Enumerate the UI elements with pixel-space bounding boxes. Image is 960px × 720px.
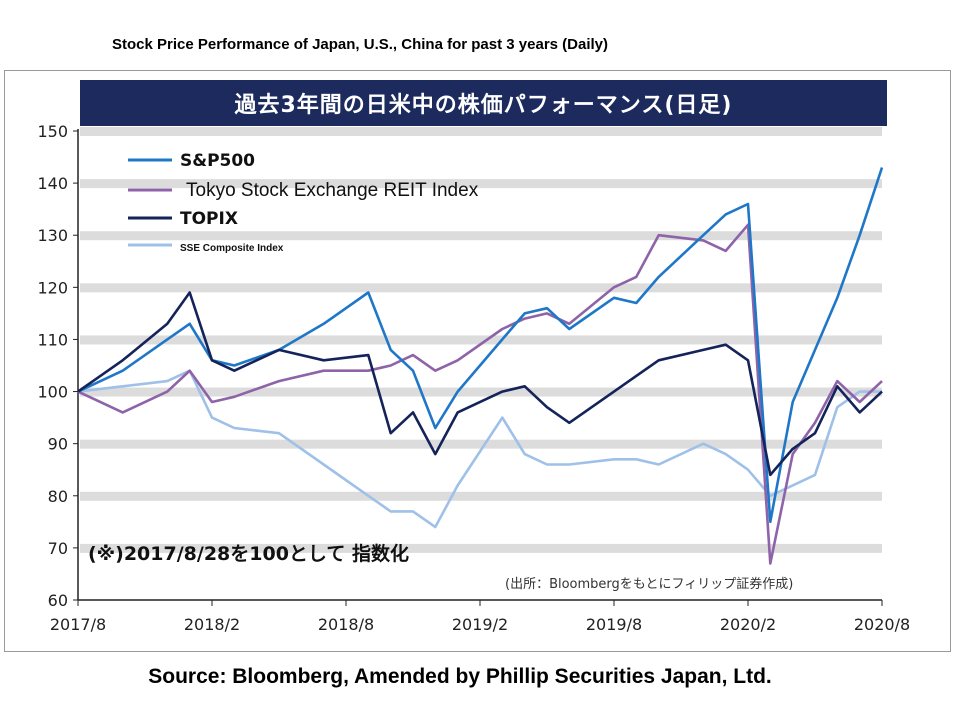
y-tick-label: 150	[37, 122, 68, 141]
chart-frame	[4, 70, 951, 652]
grid-bands	[80, 127, 882, 553]
x-tick-label: 2020/8	[854, 615, 910, 634]
page-title: Stock Price Performance of Japan, U.S., …	[112, 36, 609, 53]
y-tick-label: 130	[37, 226, 68, 245]
y-tick-label: 70	[48, 539, 68, 558]
y-tick-label: 120	[37, 278, 68, 297]
x-tick-labels: 2017/8 2018/2 2018/8 2019/2 2019/8 2020/2 2020…	[50, 600, 910, 634]
source-caption: Source: Bloomberg, Amended by Phillip Se…	[148, 665, 772, 688]
series-line-0	[77, 167, 884, 524]
x-tick-label: 2020/2	[720, 615, 776, 634]
x-tick-label: 2018/2	[184, 615, 240, 634]
index-note: (※)2017/8/28を100として 指数化	[88, 542, 409, 565]
series-line-2	[77, 291, 883, 477]
grid-band	[80, 127, 882, 136]
y-tick-labels: 60 70 80 90 100 110 120 130 140 150	[37, 122, 78, 610]
legend-label: TOPIX	[180, 209, 238, 229]
grid-band	[80, 543, 882, 553]
y-tick-label: 60	[48, 591, 68, 610]
chart-title-banner: 過去3年間の日米中の株価パフォーマンス(日足)	[80, 80, 887, 126]
legend: S&P500 Tokyo Stock Exchange REIT Index TOP…	[128, 151, 479, 254]
grid-band	[80, 231, 882, 241]
grid-band	[80, 491, 882, 501]
grid-band	[80, 335, 882, 345]
legend-label: S&P500	[180, 151, 255, 171]
x-tick-label: 2019/2	[452, 615, 508, 634]
y-tick-label: 80	[48, 487, 68, 506]
grid-band	[80, 387, 882, 397]
x-tick-label: 2019/8	[586, 615, 642, 634]
y-tick-label: 110	[37, 330, 68, 349]
series-line-3	[77, 369, 882, 529]
x-tick-label: 2017/8	[50, 615, 106, 634]
y-tick-label: 100	[37, 383, 68, 402]
y-tick-label: 140	[37, 174, 68, 193]
y-tick-label: 90	[48, 435, 68, 454]
source-note: (出所：Bloombergをもとにフィリップ証券作成)	[505, 576, 793, 592]
series-lines	[77, 167, 884, 565]
grid-band	[80, 179, 882, 189]
x-tick-label: 2018/8	[318, 615, 374, 634]
grid-band	[80, 439, 882, 449]
grid-band	[80, 283, 882, 293]
legend-label: Tokyo Stock Exchange REIT Index	[186, 180, 479, 201]
series-line-1	[77, 223, 883, 565]
legend-label: SSE Composite Index	[180, 243, 284, 254]
